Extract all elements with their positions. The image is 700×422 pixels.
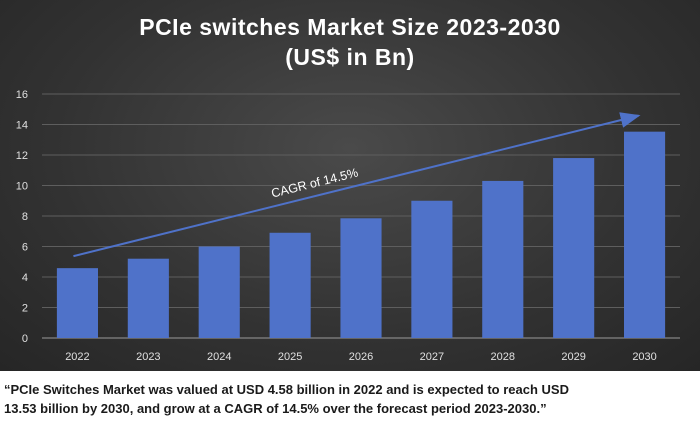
bar: [482, 180, 524, 338]
caption: “PCIe Switches Market was valued at USD …: [4, 380, 696, 418]
y-tick-label: 8: [22, 211, 28, 223]
x-tick-label: 2029: [561, 351, 585, 363]
chart-title: PCIe switches Market Size 2023-2030: [139, 14, 561, 40]
y-tick-label: 10: [16, 181, 28, 193]
y-tick-label: 14: [16, 120, 28, 132]
x-tick-label: 2022: [65, 351, 89, 363]
x-tick-label: 2026: [349, 351, 373, 363]
bar: [198, 246, 240, 338]
x-tick-label: 2028: [491, 351, 515, 363]
chart-title-block: PCIe switches Market Size 2023-2030 (US$…: [0, 12, 700, 72]
x-tick-label: 2030: [632, 351, 656, 363]
bar: [56, 268, 99, 338]
bar: [623, 131, 666, 338]
x-tick-label: 2027: [420, 351, 444, 363]
x-tick-label: 2024: [207, 351, 231, 363]
bar: [553, 158, 595, 338]
bar-chart: 0 2 4 6 8 10 12 14 16 2022 2023 2024 2025 2026 2027 202…: [16, 89, 680, 363]
chart-panel: PCIe switches Market Size 2023-2030 (US$…: [0, 0, 700, 371]
caption-line-2: 13.53 billion by 2030, and grow at a CAG…: [4, 401, 547, 416]
chart-subtitle: (US$ in Bn): [285, 44, 415, 70]
bar: [411, 200, 453, 338]
y-tick-label: 16: [16, 89, 28, 101]
y-tick-label: 4: [22, 272, 28, 284]
caption-line-1: “PCIe Switches Market was valued at USD …: [4, 382, 569, 397]
y-tick-label: 6: [22, 242, 28, 254]
y-tick-label: 0: [22, 333, 28, 345]
trend-arrow: [73, 112, 641, 258]
bar: [269, 232, 311, 338]
x-tick-label: 2023: [136, 351, 160, 363]
bar: [127, 258, 169, 338]
x-tick-label: 2025: [278, 351, 302, 363]
y-tick-label: 12: [16, 150, 28, 162]
y-tick-label: 2: [22, 303, 28, 315]
bar: [340, 218, 382, 338]
